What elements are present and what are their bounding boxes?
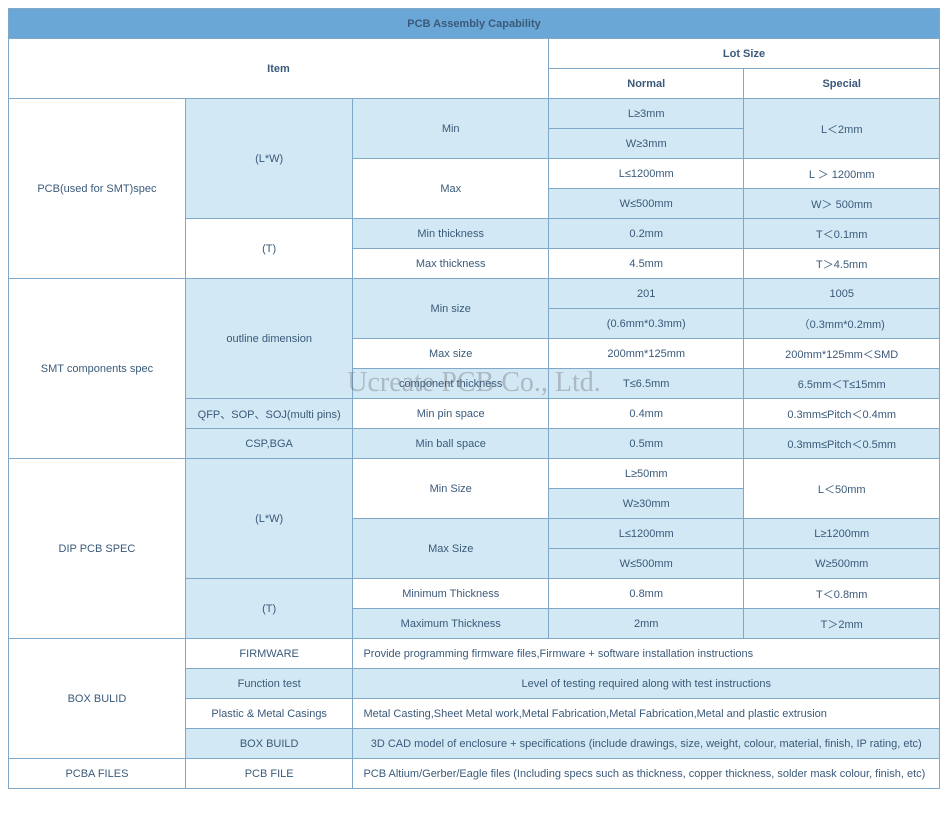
cell: 0.2mm: [548, 219, 744, 249]
max-thickness-label: Max thickness: [353, 249, 549, 279]
cell: L≤1200mm: [548, 159, 744, 189]
cell: 0.3mm≤Pitch＜0.5mm: [744, 429, 940, 459]
cell: 200mm*125mm＜SMD: [744, 339, 940, 369]
cell: 1005: [744, 279, 940, 309]
cell: W≥500mm: [744, 549, 940, 579]
section-box: BOX BULID: [9, 639, 186, 759]
cell: 0.5mm: [548, 429, 744, 459]
cell: W≤500mm: [548, 189, 744, 219]
func-value: Level of testing required along with tes…: [353, 669, 940, 699]
cell: L＜2mm: [744, 99, 940, 159]
min-pin-label: Min pin space: [353, 399, 549, 429]
cell: （0.3mm*0.2mm): [744, 309, 940, 339]
cell: 0.8mm: [548, 579, 744, 609]
capability-table: PCB Assembly Capability Item Lot Size No…: [8, 8, 940, 789]
cell: L≥50mm: [548, 459, 744, 489]
cell: 0.4mm: [548, 399, 744, 429]
comp-thick-label: component thickness: [353, 369, 549, 399]
cell: T＜0.1mm: [744, 219, 940, 249]
cell: L＜50mm: [744, 459, 940, 519]
dip-lw-label: (L*W): [185, 459, 353, 579]
table-title: PCB Assembly Capability: [9, 9, 940, 39]
min-ball-label: Min ball space: [353, 429, 549, 459]
cell: W≥30mm: [548, 489, 744, 519]
cell: 201: [548, 279, 744, 309]
min-thickness-label: Min thickness: [353, 219, 549, 249]
header-item: Item: [9, 39, 549, 99]
firmware-value: Provide programming firmware files,Firmw…: [353, 639, 940, 669]
dip-min-size-label: Min Size: [353, 459, 549, 519]
cell: 2mm: [548, 609, 744, 639]
lw-label: (L*W): [185, 99, 353, 219]
boxbuild-value: 3D CAD model of enclosure + specificatio…: [353, 729, 940, 759]
min-label: Min: [353, 99, 549, 159]
cell: L≥1200mm: [744, 519, 940, 549]
casing-value: Metal Casting,Sheet Metal work,Metal Fab…: [353, 699, 940, 729]
cell: W≤500mm: [548, 549, 744, 579]
cell: T＜0.8mm: [744, 579, 940, 609]
section-smt-comp: SMT components spec: [9, 279, 186, 459]
section-dip: DIP PCB SPEC: [9, 459, 186, 639]
func-label: Function test: [185, 669, 353, 699]
dip-max-size-label: Max Size: [353, 519, 549, 579]
section-pcb-smt: PCB(used for SMT)spec: [9, 99, 186, 279]
dip-min-thick-label: Minimum Thickness: [353, 579, 549, 609]
casing-label: Plastic & Metal Casings: [185, 699, 353, 729]
t-label: (T): [185, 219, 353, 279]
max-size-label: Max size: [353, 339, 549, 369]
cell: 200mm*125mm: [548, 339, 744, 369]
cell: W＞ 500mm: [744, 189, 940, 219]
outline-label: outline dimension: [185, 279, 353, 399]
csp-label: CSP,BGA: [185, 429, 353, 459]
pcbfile-label: PCB FILE: [185, 759, 353, 789]
cell: W≥3mm: [548, 129, 744, 159]
boxbuild-label: BOX BUILD: [185, 729, 353, 759]
cell: L≤1200mm: [548, 519, 744, 549]
header-special: Special: [744, 69, 940, 99]
cell: 4.5mm: [548, 249, 744, 279]
cell: 0.3mm≤Pitch＜0.4mm: [744, 399, 940, 429]
pcbfile-value: PCB Altium/Gerber/Eagle files (Including…: [353, 759, 940, 789]
cell: T≤6.5mm: [548, 369, 744, 399]
cell: T＞2mm: [744, 609, 940, 639]
dip-t-label: (T): [185, 579, 353, 639]
cell: L≥3mm: [548, 99, 744, 129]
min-size-label: Min size: [353, 279, 549, 339]
cell: (0.6mm*0.3mm): [548, 309, 744, 339]
section-pcba: PCBA FILES: [9, 759, 186, 789]
firmware-label: FIRMWARE: [185, 639, 353, 669]
dip-max-thick-label: Maximum Thickness: [353, 609, 549, 639]
max-label: Max: [353, 159, 549, 219]
cell: 6.5mm＜T≤15mm: [744, 369, 940, 399]
cell: L ＞ 1200mm: [744, 159, 940, 189]
header-lot-size: Lot Size: [548, 39, 939, 69]
cell: T＞4.5mm: [744, 249, 940, 279]
qfp-label: QFP、SOP、SOJ(multi pins): [185, 399, 353, 429]
header-normal: Normal: [548, 69, 744, 99]
